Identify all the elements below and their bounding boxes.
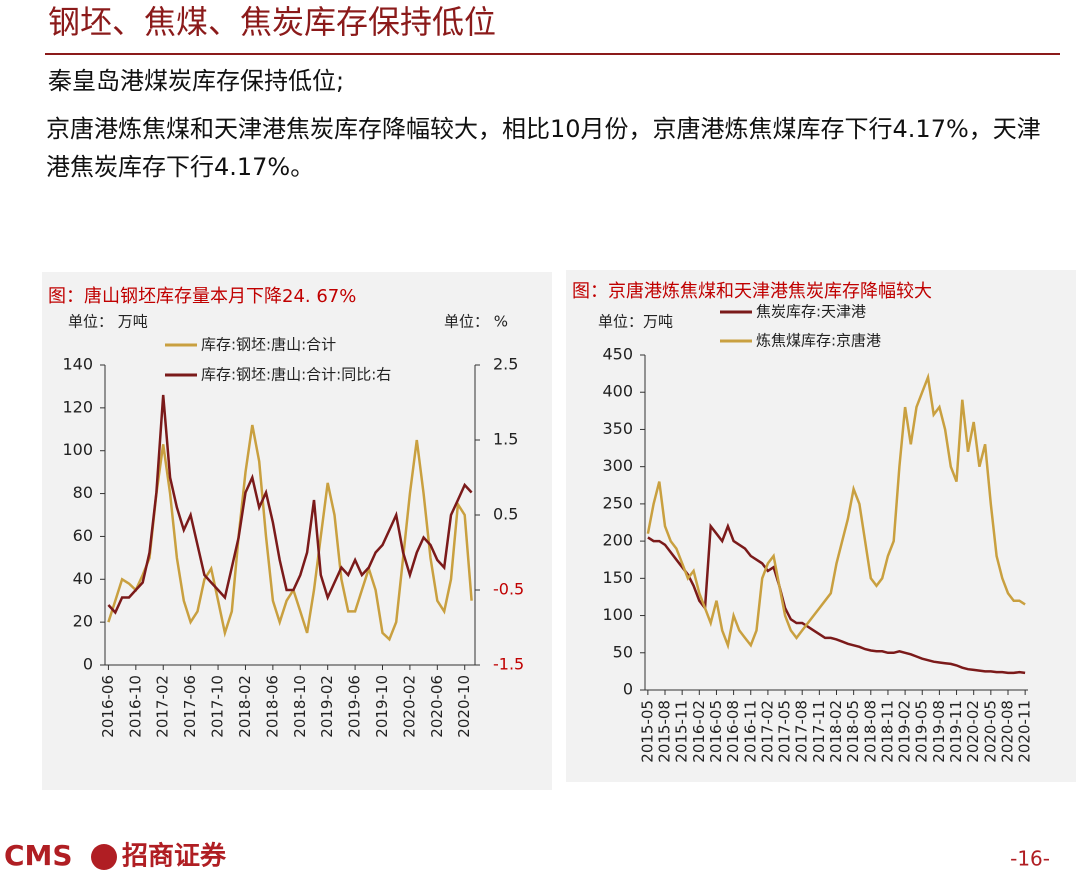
x-tick-label: 2018-02 [827, 700, 845, 763]
y-tick-label: 120 [62, 397, 93, 416]
y2-tick-label: -1.5 [493, 655, 524, 674]
chart-bg [566, 270, 1076, 782]
x-tick-label: 2018-06 [263, 675, 281, 738]
x-tick-label: 2016-06 [99, 675, 117, 738]
x-tick-label: 2015-05 [638, 700, 656, 763]
bullet-box: 京唐港炼焦煤和天津港焦炭库存降幅较大，相比10月份，京唐港炼焦煤库存下行4.17… [46, 115, 1041, 181]
x-tick-label: 2017-11 [810, 700, 828, 763]
x-tick-label: 2020-10 [455, 675, 473, 738]
y-tick-label: 0 [83, 655, 93, 674]
series-line [107, 424, 473, 642]
series-line [647, 522, 1026, 675]
y-tick-label: 20 [73, 612, 93, 631]
x-tick-label: 2015-11 [673, 700, 691, 763]
y-tick-label: 100 [62, 440, 93, 459]
x-tick-label: 2020-06 [428, 675, 446, 738]
slide-title: 钢坯、焦煤、焦炭库存保持低位 [48, 3, 496, 41]
x-tick-label: 2018-02 [236, 675, 254, 738]
x-tick-label: 2018-10 [291, 675, 309, 738]
x-tick-label: 2016-11 [741, 700, 759, 763]
y2-tick-label: 2.5 [493, 355, 518, 374]
x-tick-label: 2016-08 [724, 700, 742, 763]
y-tick-label: 300 [602, 456, 633, 475]
y-unit: 单位： 万吨 [68, 313, 148, 331]
x-tick-label: 2016-05 [707, 700, 725, 763]
x-tick-label: 2020-11 [1016, 700, 1034, 763]
y-tick-label: 450 [602, 345, 633, 364]
x-tick-label: 2019-06 [346, 675, 364, 738]
x-tick-label: 2015-08 [656, 700, 674, 763]
series-line [646, 372, 1026, 650]
x-tick-label: 2020-08 [998, 700, 1016, 763]
legend-label: 库存:钢坯:唐山:合计 [201, 336, 336, 354]
chart-title: 图：京唐港炼焦煤和天津港焦炭库存降幅较大 [572, 281, 932, 302]
y-tick-label: 400 [602, 382, 633, 401]
page-number: -16- [1010, 847, 1050, 871]
y2-tick-label: 0.5 [493, 505, 518, 524]
x-tick-label: 2020-05 [981, 700, 999, 763]
x-tick-label: 2019-08 [930, 700, 948, 763]
x-tick-label: 2019-05 [913, 700, 931, 763]
y-tick-label: 50 [613, 642, 633, 661]
y-tick-label: 150 [602, 568, 633, 587]
y-unit: 单位：万吨 [598, 313, 673, 331]
y-tick-label: 140 [62, 355, 93, 374]
y-tick-label: 350 [602, 419, 633, 438]
logo-icon [91, 844, 117, 870]
bullet: 京唐港炼焦煤和天津港焦炭库存降幅较大，相比10月份，京唐港炼焦煤库存下行4.17… [46, 115, 1041, 181]
x-tick-label: 2017-10 [209, 675, 227, 738]
x-tick-label: 2019-02 [318, 675, 336, 738]
x-tick-label: 2016-10 [126, 675, 144, 738]
x-tick-label: 2018-08 [861, 700, 879, 763]
y-tick-label: 0 [623, 680, 633, 699]
series-line [107, 394, 473, 615]
x-tick-label: 2017-08 [793, 700, 811, 763]
x-tick-label: 2017-05 [776, 700, 794, 763]
x-tick-label: 2020-02 [964, 700, 982, 763]
x-tick-label: 2017-02 [758, 700, 776, 763]
y2-tick-label: 1.5 [493, 430, 518, 449]
y2-tick-label: -0.5 [493, 580, 524, 599]
y-tick-label: 80 [73, 483, 93, 502]
x-tick-label: 2020-02 [400, 675, 418, 738]
y-tick-label: 250 [602, 493, 633, 512]
logo: CMS [4, 839, 73, 872]
y-tick-label: 60 [73, 526, 93, 545]
y-tick-label: 200 [602, 531, 633, 550]
x-tick-label: 2017-02 [154, 675, 172, 738]
x-tick-label: 2019-10 [373, 675, 391, 738]
x-tick-label: 2017-06 [181, 675, 199, 738]
legend-label: 库存:钢坯:唐山:合计:同比:右 [201, 366, 391, 384]
x-tick-label: 2016-02 [690, 700, 708, 763]
chart-title: 图：唐山钢坯库存量本月下降24. 67% [48, 286, 356, 307]
y-tick-label: 40 [73, 569, 93, 588]
legend-label: 焦炭库存:天津港 [756, 303, 866, 321]
y2-unit: 单位： % [444, 313, 508, 331]
y-tick-label: 100 [602, 605, 633, 624]
x-tick-label: 2018-05 [844, 700, 862, 763]
bullet: 秦皇岛港煤炭库存保持低位; [48, 67, 344, 95]
x-tick-label: 2019-11 [947, 700, 965, 763]
x-tick-label: 2019-02 [896, 700, 914, 763]
legend-label: 炼焦煤库存:京唐港 [756, 332, 881, 350]
company: 招商证券 [122, 841, 227, 872]
x-tick-label: 2018-11 [878, 700, 896, 763]
